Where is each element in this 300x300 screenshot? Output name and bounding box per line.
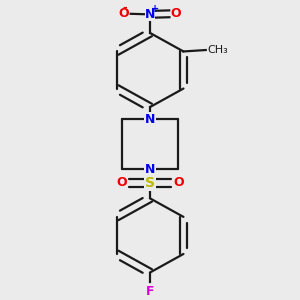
Text: N: N bbox=[145, 163, 155, 176]
Text: O: O bbox=[173, 176, 184, 189]
Text: O: O bbox=[171, 7, 182, 20]
Text: O: O bbox=[118, 7, 129, 20]
Text: N: N bbox=[145, 8, 155, 21]
Text: -: - bbox=[122, 2, 127, 13]
Text: N: N bbox=[145, 112, 155, 126]
Text: F: F bbox=[146, 285, 154, 298]
Text: +: + bbox=[151, 4, 159, 14]
Text: O: O bbox=[116, 176, 127, 189]
Text: CH₃: CH₃ bbox=[207, 45, 228, 55]
Text: S: S bbox=[145, 176, 155, 190]
